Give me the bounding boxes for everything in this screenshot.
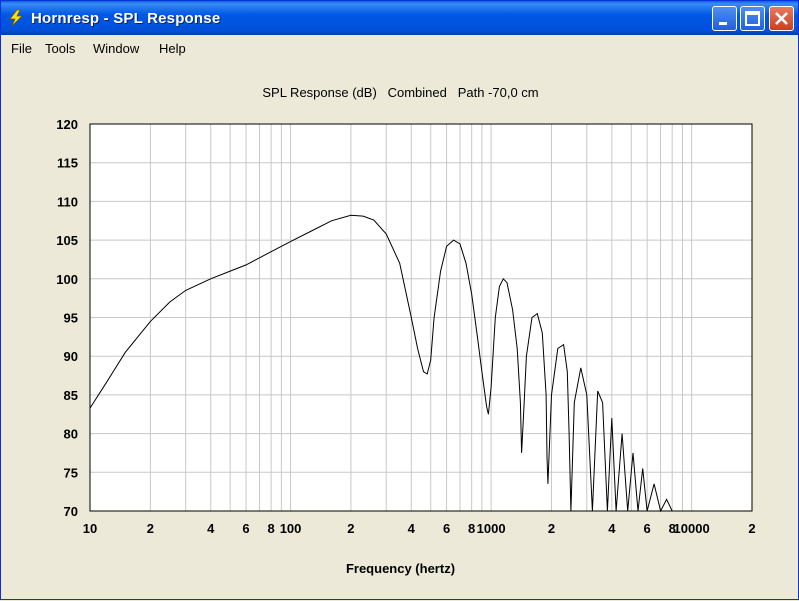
close-icon — [775, 12, 788, 25]
x-tick-label: 6 — [443, 521, 450, 536]
y-tick-label: 100 — [56, 272, 78, 287]
grid-lines — [90, 124, 752, 511]
x-tick-label: 4 — [608, 521, 616, 536]
x-tick-label: 6 — [644, 521, 651, 536]
spl-response-line — [89, 214, 673, 513]
x-tick-label: 2 — [548, 521, 555, 536]
y-tick-label: 105 — [56, 233, 78, 248]
x-tick-label: 4 — [408, 521, 416, 536]
menu-window[interactable]: Window — [93, 41, 140, 56]
y-tick-label: 80 — [64, 427, 78, 442]
y-tick-label: 70 — [64, 504, 78, 519]
minimize-icon — [719, 22, 727, 25]
x-tick-label: 2 — [347, 521, 354, 536]
menu-bar: File Tools Window Help — [1, 35, 798, 61]
title-bar[interactable]: Hornresp - SPL Response — [1, 1, 798, 35]
x-tick-label: 2 — [147, 521, 154, 536]
x-tick-label: 100 — [280, 521, 302, 536]
x-tick-label: 2 — [748, 521, 755, 536]
y-tick-label: 75 — [64, 465, 78, 480]
y-axis-ticks: 120 115 110 105 100 95 90 85 80 75 70 — [56, 117, 78, 519]
chart-title: SPL Response (dB) Combined Path -70,0 cm — [262, 85, 539, 100]
menu-file[interactable]: File — [11, 41, 32, 56]
lightning-bolt-icon — [9, 9, 23, 27]
y-tick-label: 110 — [57, 194, 78, 209]
x-tick-label: 4 — [207, 521, 215, 536]
maximize-button[interactable] — [740, 6, 765, 31]
x-tick-label: 8 — [267, 521, 274, 536]
y-tick-label: 90 — [64, 349, 78, 364]
maximize-icon — [745, 11, 760, 26]
y-tick-label: 120 — [56, 117, 78, 132]
menu-tools[interactable]: Tools — [45, 41, 76, 56]
plot-border — [89, 123, 753, 512]
x-tick-label: 8 — [669, 521, 676, 536]
x-tick-label: 1000 — [477, 521, 506, 536]
close-button[interactable] — [769, 6, 794, 31]
y-tick-label: 115 — [57, 156, 78, 171]
x-tick-label: 10000 — [674, 521, 710, 536]
y-tick-label: 85 — [64, 388, 78, 403]
minimize-button[interactable] — [712, 6, 737, 31]
y-tick-label: 95 — [64, 311, 78, 326]
x-tick-label: 8 — [468, 521, 475, 536]
menu-help[interactable]: Help — [159, 41, 186, 56]
x-axis-label: Frequency (hertz) — [345, 561, 456, 576]
x-tick-label: 6 — [242, 521, 249, 536]
window-title: Hornresp - SPL Response — [31, 10, 221, 27]
x-tick-label: 10 — [83, 521, 97, 536]
